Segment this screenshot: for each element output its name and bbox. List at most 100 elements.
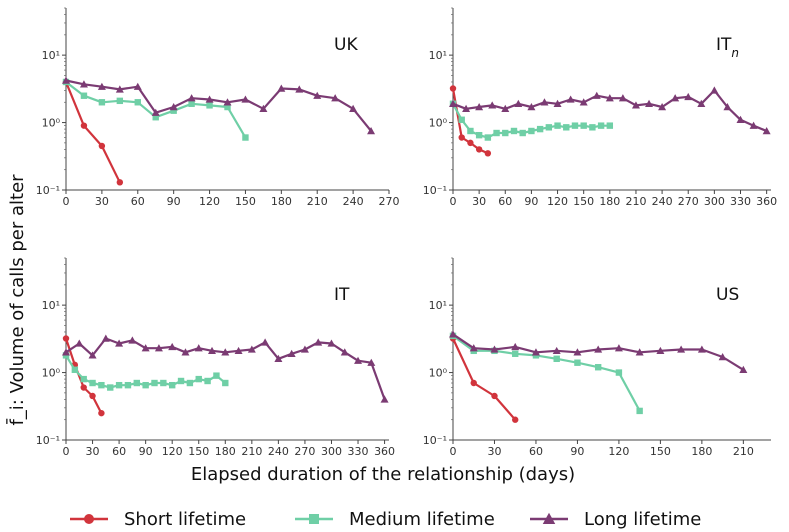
data-point — [71, 366, 79, 373]
data-point — [635, 348, 644, 356]
data-point — [80, 122, 88, 129]
data-point — [115, 85, 124, 93]
data-point — [553, 99, 562, 107]
data-point — [710, 86, 719, 94]
data-point — [540, 98, 549, 106]
data-point — [367, 358, 376, 366]
x-tick-label: 90 — [139, 445, 153, 458]
data-point — [331, 94, 340, 102]
x-tick-label: 120 — [547, 195, 568, 208]
data-point — [614, 344, 623, 352]
data-point — [224, 103, 231, 111]
data-point — [493, 129, 500, 137]
data-point — [221, 348, 230, 356]
legend-item: Long lifetime — [530, 509, 701, 530]
data-point — [467, 139, 474, 147]
data-point — [141, 344, 150, 352]
data-point — [168, 381, 176, 389]
x-tick-label: 120 — [608, 445, 629, 458]
legend-label: Medium lifetime — [349, 509, 495, 530]
data-point — [449, 330, 457, 338]
x-tick-label: 240 — [268, 445, 289, 458]
data-point — [188, 100, 195, 107]
data-point — [563, 124, 570, 131]
data-point — [134, 99, 141, 106]
x-tick-label: 150 — [650, 445, 671, 458]
x-tick-label: 180 — [215, 445, 236, 458]
data-point — [462, 104, 471, 113]
data-point — [449, 99, 457, 107]
data-point — [206, 102, 213, 109]
y-tick-label: 10¹ — [429, 299, 447, 312]
x-tick-label: 30 — [86, 445, 100, 458]
y-tick-label: 10⁻¹ — [423, 434, 447, 447]
data-point — [488, 101, 497, 109]
y-axis-title: f̄_i: Volume of calls per alter — [6, 174, 28, 426]
y-tick-label: 10⁻¹ — [423, 184, 447, 197]
data-point — [295, 85, 304, 93]
data-point — [380, 395, 389, 403]
data-point — [300, 345, 309, 353]
data-point — [101, 334, 110, 342]
data-point — [124, 381, 132, 389]
data-point — [658, 103, 667, 111]
x-tick-label: 180 — [271, 195, 292, 208]
data-point — [62, 76, 70, 84]
data-point — [274, 354, 283, 363]
x-tick-label: 30 — [487, 445, 501, 458]
data-point — [62, 335, 70, 342]
x-tick-label: 300 — [321, 445, 342, 458]
x-tick-label: 240 — [343, 195, 364, 208]
data-point — [618, 94, 627, 102]
data-point — [79, 80, 88, 88]
y-tick-label: 10⁻¹ — [36, 434, 60, 447]
data-point — [367, 126, 376, 135]
x-tick-label: 60 — [131, 195, 145, 208]
data-point — [98, 381, 105, 389]
data-point — [615, 369, 623, 376]
chart-panel: 0 30 60 90 120 150 180 210 240 270 300 330 360 10⁻¹ 10… — [36, 257, 395, 458]
x-tick-label: 0 — [450, 445, 457, 458]
data-point — [223, 98, 232, 106]
series-line — [65, 337, 386, 400]
legend-marker — [84, 514, 94, 524]
data-point — [656, 346, 665, 355]
x-tick-label: 270 — [379, 195, 400, 208]
data-point — [194, 344, 203, 352]
data-point — [645, 99, 654, 107]
legend-label: Long lifetime — [584, 509, 701, 530]
data-point — [475, 103, 484, 111]
data-point — [579, 98, 588, 106]
data-point — [605, 94, 614, 102]
data-point — [501, 104, 510, 113]
data-point — [89, 392, 96, 400]
data-point — [511, 342, 520, 351]
data-point — [475, 146, 483, 153]
data-point — [313, 91, 322, 99]
data-point — [327, 339, 336, 347]
data-point — [349, 104, 358, 113]
y-tick-label: 10¹ — [42, 49, 60, 62]
data-point — [490, 345, 499, 353]
data-point — [62, 348, 70, 356]
data-point — [762, 126, 771, 135]
data-point — [491, 392, 498, 400]
data-point — [80, 384, 87, 391]
data-point — [205, 95, 214, 103]
data-point — [89, 379, 96, 387]
data-point — [177, 377, 185, 385]
data-point — [512, 416, 519, 423]
data-point — [98, 409, 105, 417]
x-tick-label: 150 — [573, 195, 594, 208]
data-point — [98, 99, 106, 106]
x-tick-label: 240 — [652, 195, 673, 208]
data-point — [277, 84, 286, 92]
y-tick-label: 10¹ — [42, 299, 60, 312]
data-point — [115, 339, 124, 347]
x-tick-label: 30 — [472, 195, 486, 208]
data-point — [718, 353, 727, 361]
x-tick-label: 330 — [348, 445, 369, 458]
chart-panel: 0 30 60 90 120 150 180 210 240 270 10⁻¹ 10⁰ 10¹ UK — [36, 7, 400, 208]
data-point — [354, 356, 363, 364]
